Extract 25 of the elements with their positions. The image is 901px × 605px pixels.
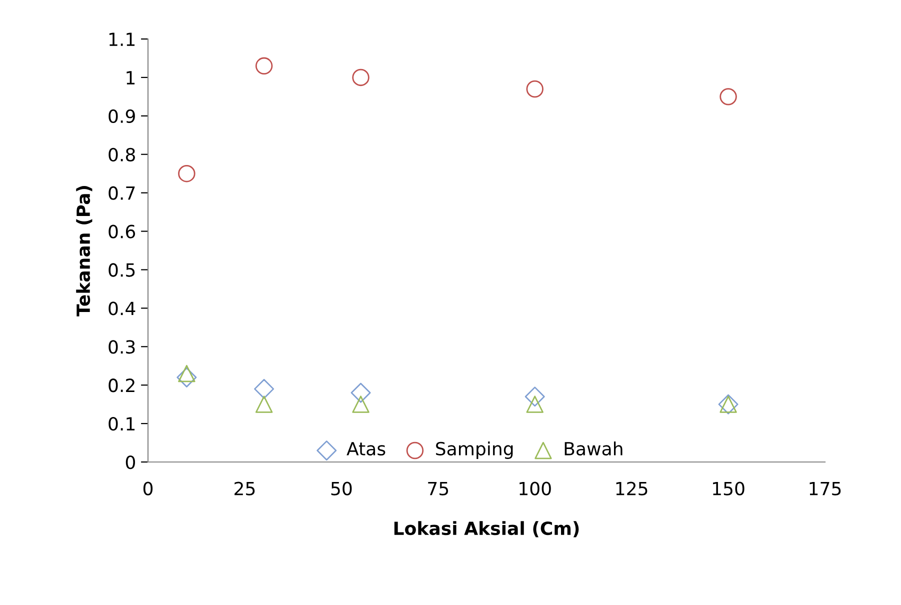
y-tick-label: 0.2 [108, 378, 134, 392]
y-tick-label: 0.3 [108, 340, 135, 354]
y-tick-label: 0.6 [108, 224, 136, 238]
y-tick-label: 0.9 [108, 109, 135, 124]
legend-label: Atas [346, 442, 386, 456]
y-tick-label: 0.4 [108, 302, 136, 316]
x-tick-label: 125 [616, 482, 648, 496]
x-tick-label: 0 [143, 482, 153, 496]
y-tick-label: 0.8 [108, 148, 135, 162]
legend-label: Bawah [564, 442, 622, 456]
y-tick-label: 1 [126, 71, 135, 84]
y-tick-label: 0.7 [108, 186, 135, 200]
x-axis-title: Lokasi Aksial (Cm) [394, 521, 579, 538]
y-tick-label: 0 [126, 455, 135, 470]
x-tick-label: 25 [234, 482, 255, 496]
x-tick-label: 75 [428, 482, 448, 496]
y-tick-label: 0.1 [108, 417, 135, 431]
x-tick-label: 150 [713, 482, 744, 496]
legend-label: Samping [436, 442, 513, 460]
y-tick-label: 1.1 [109, 32, 135, 46]
x-tick-label: 175 [810, 482, 841, 496]
y-axis-title: Tekanan (Pa) [76, 186, 92, 316]
y-tick-label: 0.5 [108, 263, 135, 277]
x-tick-label: 100 [520, 482, 551, 496]
x-tick-label: 50 [331, 482, 352, 496]
